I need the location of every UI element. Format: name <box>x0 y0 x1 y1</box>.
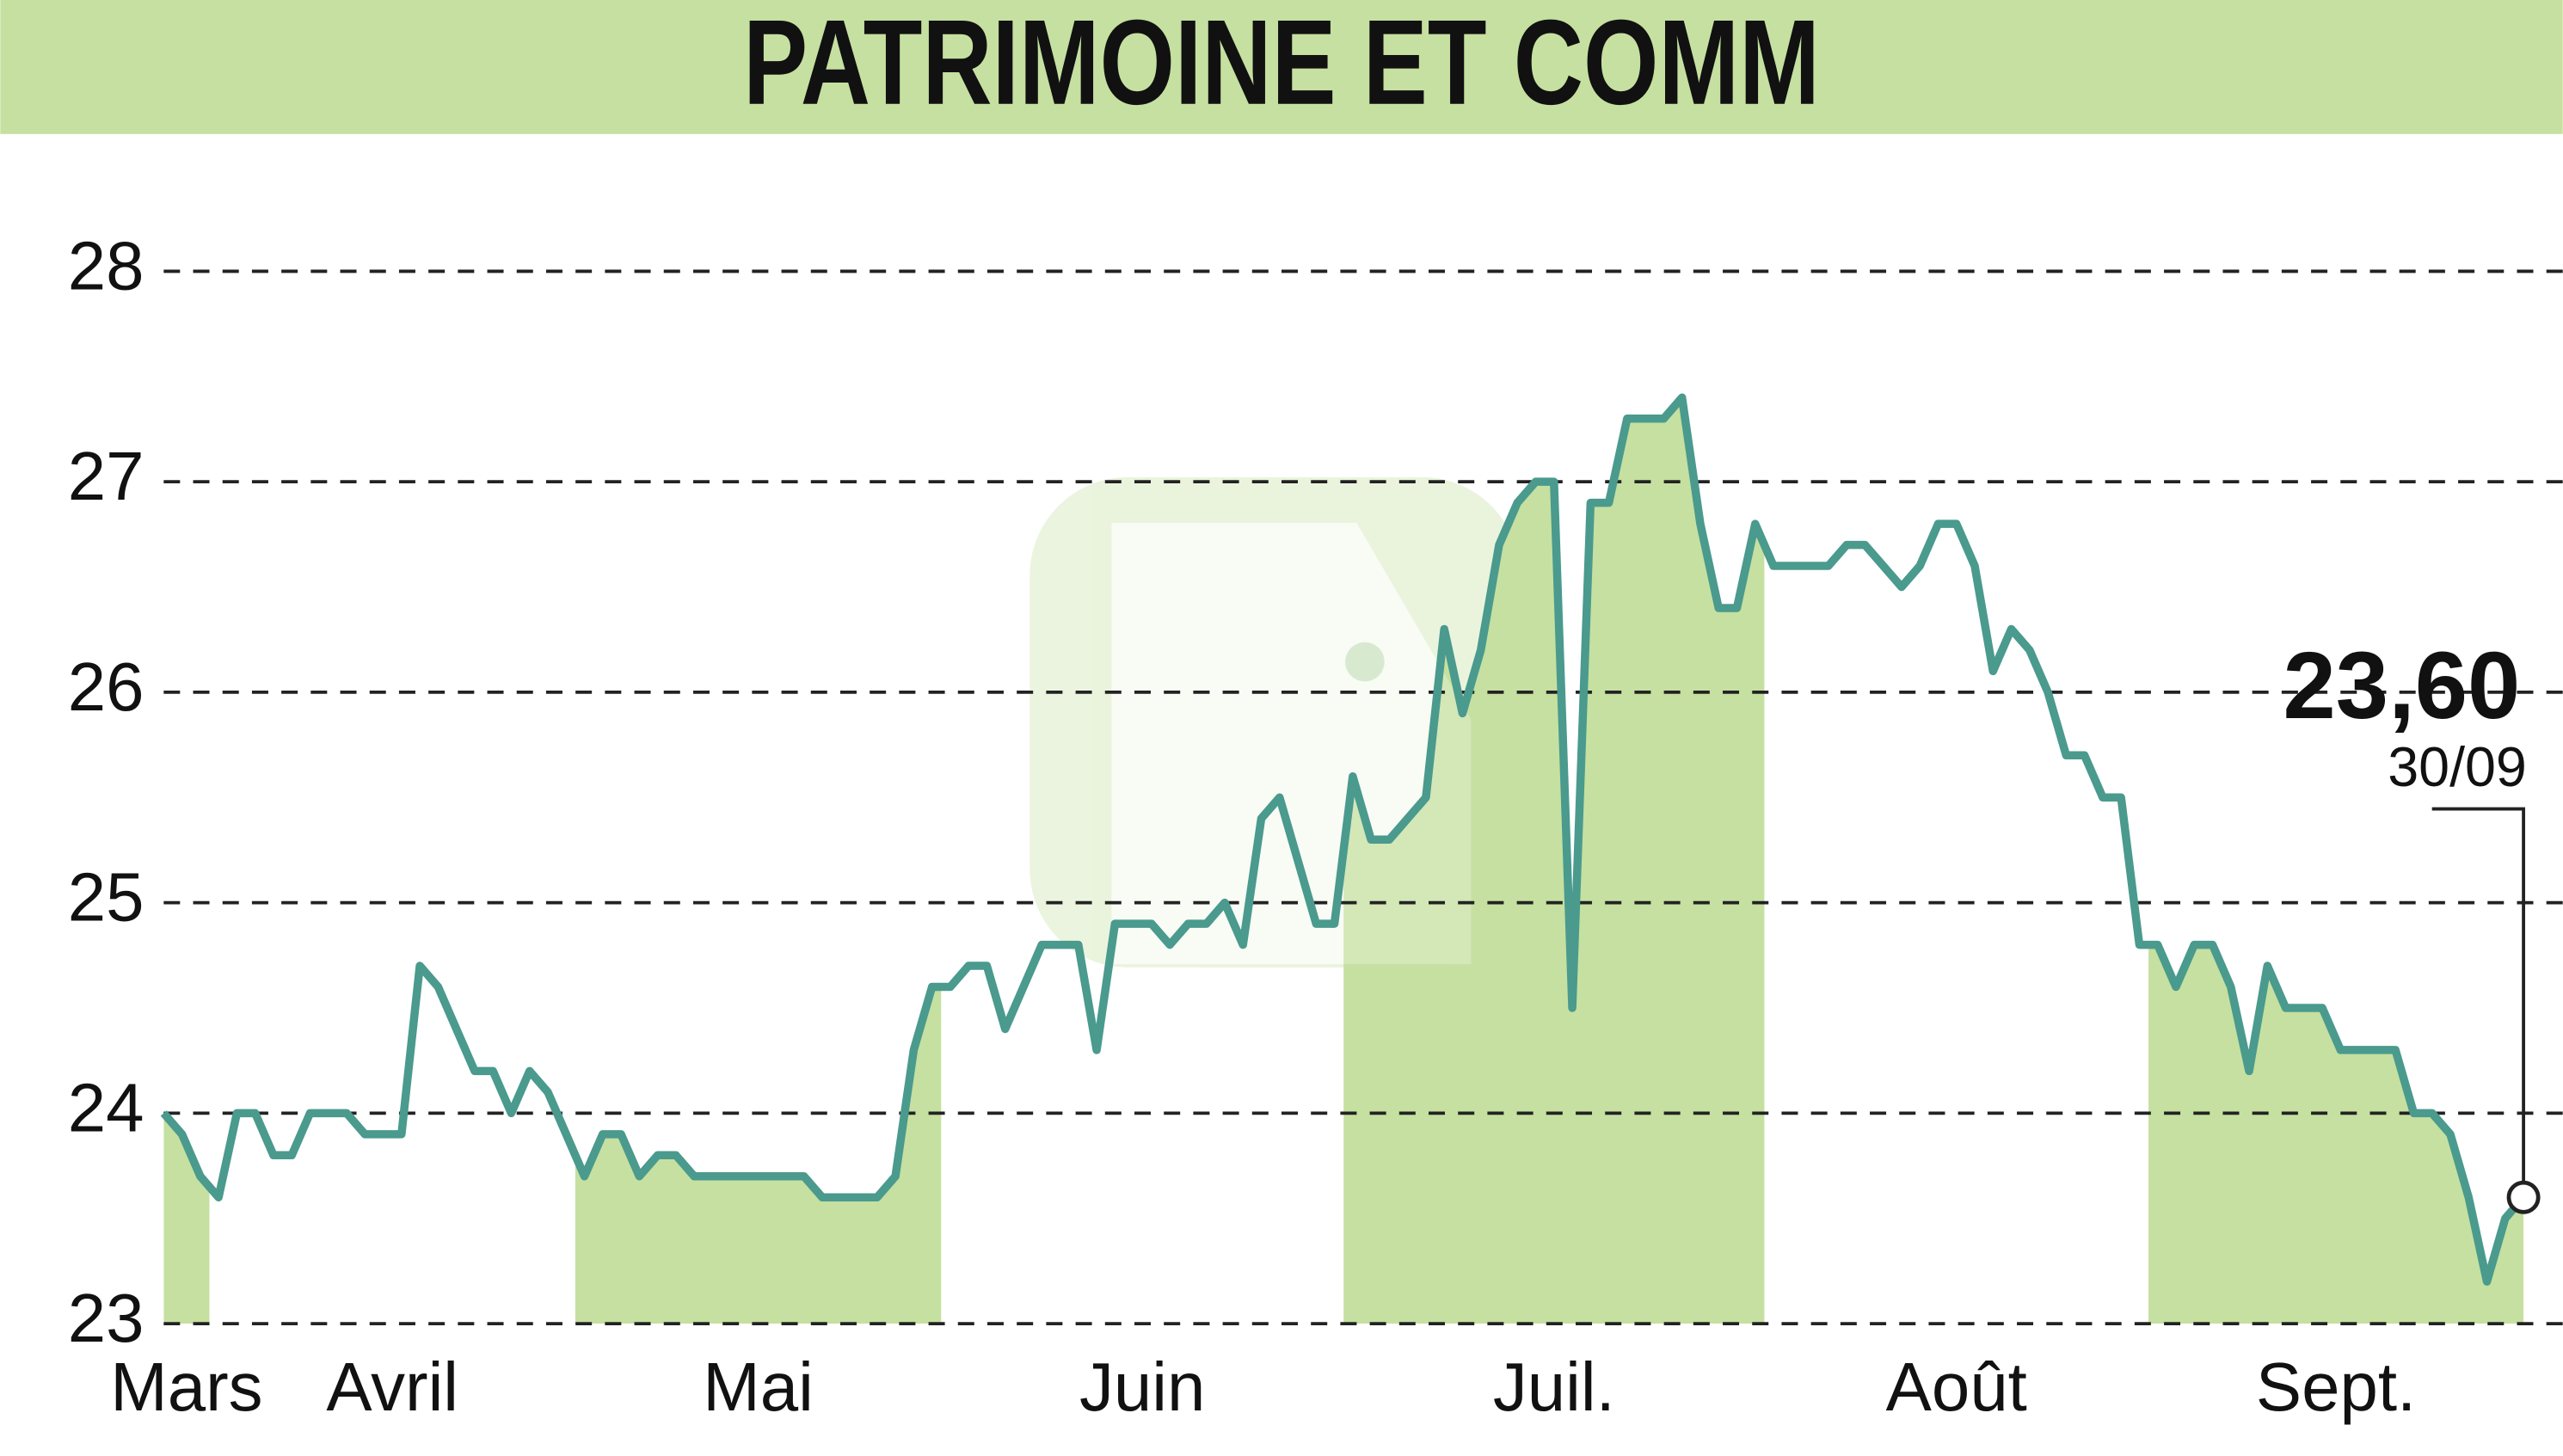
x-tick-label: Juin <box>1079 1348 1205 1425</box>
last-value-label: 23,60 <box>2283 633 2521 739</box>
y-tick-label: 25 <box>68 859 144 936</box>
title-bar <box>0 0 2563 134</box>
y-tick-label: 28 <box>68 227 144 304</box>
chart-title: PATRIMOINE ET COMM <box>743 0 1820 130</box>
marks <box>160 393 2541 1286</box>
x-tick-label: Sept. <box>2256 1348 2416 1425</box>
x-tick-label: Mars <box>110 1348 262 1425</box>
y-tick-label: 24 <box>68 1069 144 1146</box>
y-tick-label: 23 <box>68 1280 144 1356</box>
x-tick-label: Août <box>1886 1348 2027 1425</box>
watermark <box>1030 476 1521 968</box>
last-date-label: 30/09 <box>2388 736 2527 798</box>
annotation-leader <box>2431 807 2525 1182</box>
x-tick-label: Juil. <box>1493 1348 1615 1425</box>
y-tick-label: 27 <box>68 438 144 514</box>
price-line <box>160 393 2527 1286</box>
last-point <box>2506 1180 2541 1214</box>
x-tick-label: Avril <box>326 1348 458 1425</box>
x-tick-label: Mai <box>703 1348 814 1425</box>
y-tick-label: 26 <box>68 648 144 725</box>
month-band <box>163 397 210 1324</box>
